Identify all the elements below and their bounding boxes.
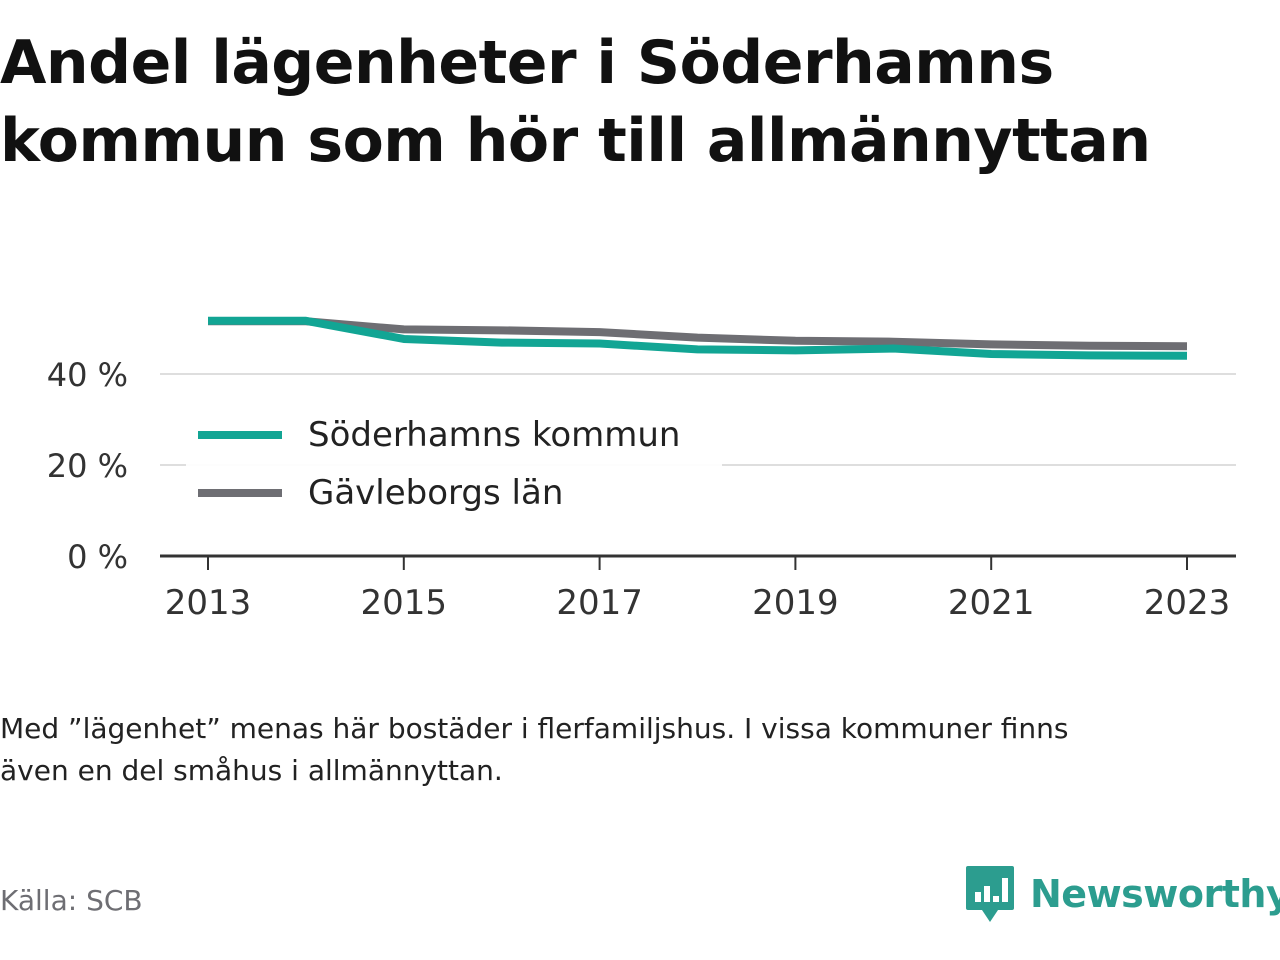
line-chart: 0 % 20 % 40 % 2013 2015 2017 2019 2021 2023 — [47, 316, 1236, 623]
chart-title-line-1: Andel lägenheter i Söderhamns — [0, 28, 1054, 98]
x-tick-label: 2019 — [752, 583, 839, 623]
x-tick-label: 2017 — [556, 583, 643, 623]
legend-item-gavleborgs: Gävleborgs län — [198, 465, 563, 521]
y-tick-label: 40 % — [47, 356, 128, 394]
brand-name: Newsworthy — [1030, 872, 1280, 916]
legend-item-soderhamns: Söderhamns kommun — [198, 407, 680, 463]
y-tick-label: 0 % — [67, 538, 128, 576]
x-tick-label: 2015 — [361, 583, 448, 623]
chart-legend: Söderhamns kommun Gävleborgs län — [186, 405, 722, 525]
x-tick-label: 2021 — [948, 583, 1035, 623]
series-line-soderhamns — [208, 316, 1188, 360]
footnote-line-2: även en del småhus i allmännyttan. — [0, 754, 503, 787]
y-tick-label: 20 % — [47, 447, 128, 485]
chart-title: Andel lägenheter i Söderhamns kommun som… — [0, 24, 1270, 180]
legend-swatch-gavleborgs — [198, 489, 282, 497]
legend-swatch-soderhamns — [198, 431, 282, 439]
bar-chart-speech-bubble-icon — [966, 866, 1014, 922]
x-tick-label: 2013 — [165, 583, 252, 623]
chart-title-line-2: kommun som hör till allmännyttan — [0, 106, 1151, 176]
source-label: Källa: SCB — [0, 884, 143, 917]
chart-footnote: Med ”lägenhet” menas här bostäder i fler… — [0, 708, 1240, 792]
x-tick-label: 2023 — [1144, 583, 1231, 623]
legend-label-gavleborgs: Gävleborgs län — [308, 473, 564, 513]
footnote-line-1: Med ”lägenhet” menas här bostäder i fler… — [0, 712, 1069, 745]
series-line-gavleborgs — [208, 317, 1188, 351]
newsworthy-logo[interactable]: Newsworthy — [964, 862, 1280, 926]
legend-label-soderhamns: Söderhamns kommun — [308, 415, 681, 455]
